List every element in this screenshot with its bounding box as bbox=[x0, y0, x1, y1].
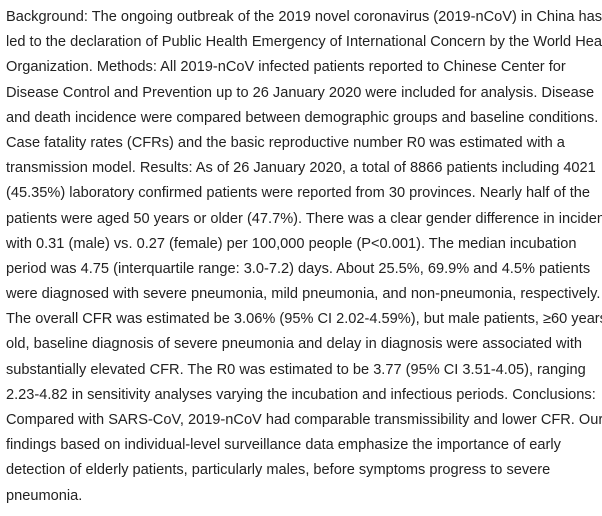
text-line: detection of elderly patients, particula… bbox=[6, 462, 551, 479]
text-line: Disease Control and Prevention up to 26 … bbox=[6, 84, 595, 101]
text-line: Background: The ongoing outbreak of the … bbox=[6, 9, 602, 25]
text-line: (45.35%) laboratory confirmed patients w… bbox=[6, 185, 591, 202]
text-line: The overall CFR was estimated be 3.06% (… bbox=[6, 311, 602, 328]
text-line: pneumonia. bbox=[6, 487, 83, 504]
text-line: with 0.31 (male) vs. 0.27 (female) per 1… bbox=[6, 235, 577, 252]
text-line: patients were aged 50 years or older (47… bbox=[6, 210, 602, 227]
text-line: were diagnosed with severe pneumonia, mi… bbox=[6, 286, 601, 303]
text-line: transmission model. Results: As of 26 Ja… bbox=[6, 160, 596, 177]
text-line: Compared with SARS-CoV, 2019-nCoV had co… bbox=[6, 412, 602, 428]
text-line: findings based on individual-level surve… bbox=[6, 437, 561, 454]
text-line: substantially elevated CFR. The R0 was e… bbox=[6, 361, 586, 378]
text-line: old, baseline diagnosis of severe pneumo… bbox=[6, 336, 583, 353]
text-line: 2.23-4.82 in sensitivity analyses varyin… bbox=[6, 386, 596, 403]
text-line: period was 4.75 (interquartile range: 3.… bbox=[6, 260, 591, 277]
text-line: and death incidence were compared betwee… bbox=[6, 109, 599, 126]
text-line: Case fatality rates (CFRs) and the basic… bbox=[6, 134, 565, 151]
text-line: Organization. Methods: All 2019-nCoV inf… bbox=[6, 59, 566, 76]
text-line: led to the declaration of Public Health … bbox=[6, 34, 602, 51]
